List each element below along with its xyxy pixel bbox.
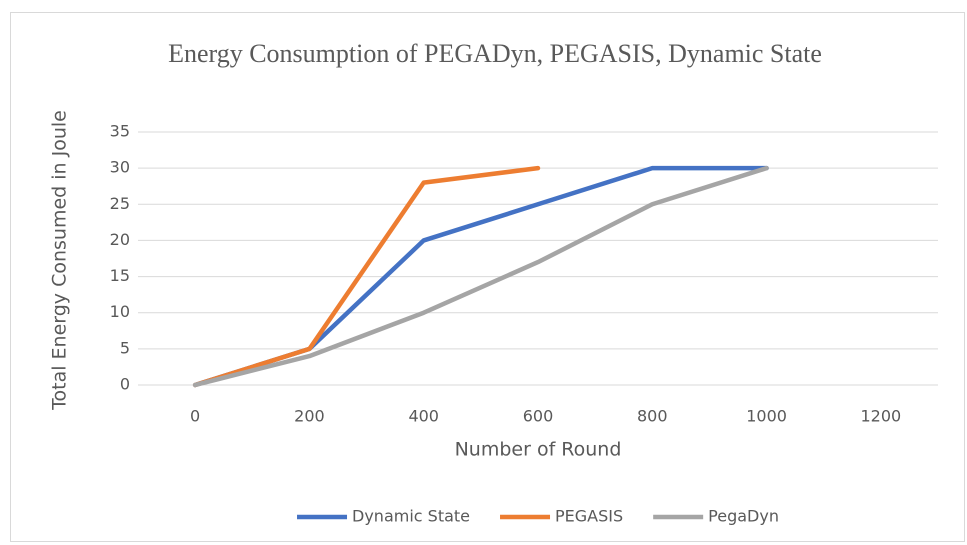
y-tick-label: 15 — [110, 266, 130, 285]
x-axis-label: Number of Round — [455, 439, 622, 461]
y-tick-label: 5 — [120, 338, 130, 357]
y-tick-label: 20 — [110, 230, 130, 249]
legend-label: PegaDyn — [708, 507, 779, 526]
chart-title: Energy Consumption of PEGADyn, PEGASIS, … — [168, 39, 822, 68]
series-line — [192, 165, 541, 388]
y-tick-label: 25 — [110, 194, 130, 213]
x-tick-label: 400 — [408, 407, 439, 426]
y-tick-label: 35 — [110, 122, 130, 141]
y-tick-label: 10 — [110, 302, 130, 321]
y-axis-label: Total Energy Consumed in Joule — [49, 110, 71, 411]
chart-border — [10, 12, 965, 542]
y-tick-label: 30 — [110, 158, 130, 177]
legend-label: Dynamic State — [352, 507, 470, 526]
x-tick-label: 800 — [637, 407, 668, 426]
y-tick-label: 0 — [120, 375, 130, 394]
series-line — [192, 165, 769, 388]
x-tick-label: 1000 — [746, 407, 787, 426]
x-tick-label: 600 — [523, 407, 554, 426]
x-tick-label: 0 — [190, 407, 200, 426]
x-tick-label: 1200 — [860, 407, 901, 426]
legend-label: PEGASIS — [555, 507, 623, 526]
x-tick-label: 200 — [294, 407, 325, 426]
